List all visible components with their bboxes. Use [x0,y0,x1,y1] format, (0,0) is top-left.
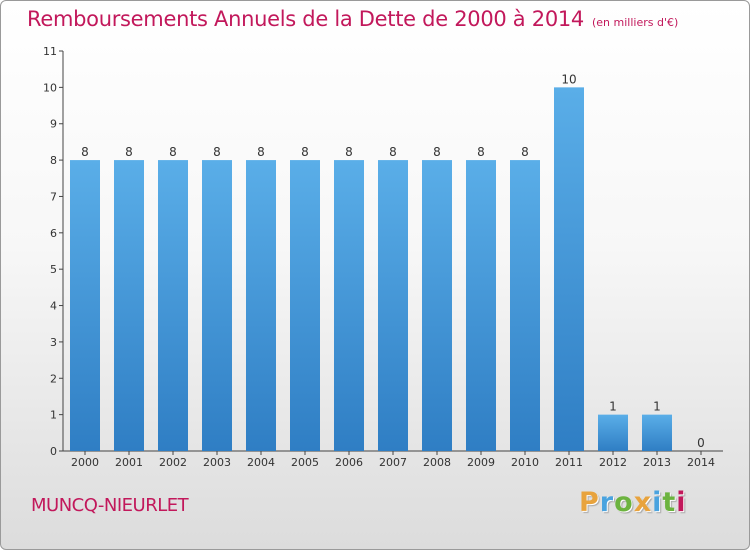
y-tick-label-0: 0 [50,445,57,458]
x-tick-label-2001: 2001 [115,456,143,469]
y-tick-label-10: 10 [43,81,57,94]
y-tick-label-2: 2 [50,372,57,385]
value-label-2004: 8 [257,145,265,159]
x-tick-label-2009: 2009 [467,456,495,469]
bar-2008 [422,160,452,451]
brand-letter: t [662,487,677,518]
y-tick-label-8: 8 [50,154,57,167]
y-tick-label-6: 6 [50,227,57,240]
brand-letter: o [614,487,634,518]
x-tick-label-2007: 2007 [379,456,407,469]
bar-2004 [246,160,276,451]
bar-2003 [202,160,232,451]
brand-letter: P [579,487,600,518]
chart-bars [70,87,672,451]
value-label-2007: 8 [389,145,397,159]
value-label-2013: 1 [653,400,661,414]
value-label-2005: 8 [301,145,309,159]
value-label-2009: 8 [477,145,485,159]
value-label-2010: 8 [521,145,529,159]
x-tick-label-2011: 2011 [555,456,583,469]
y-tick-label-1: 1 [50,409,57,422]
value-label-2014: 0 [697,436,705,450]
chart-y-tick-labels: 0 1 2 3 4 5 6 7 8 9 10 11 [43,45,57,458]
chart-title-text: Remboursements Annuels de la Dette de 20… [27,7,584,31]
value-label-2002: 8 [169,145,177,159]
y-tick-label-5: 5 [50,263,57,276]
brand-letter: x [633,487,653,518]
brand-letter: i [676,487,687,518]
proxiti-logo: Proxiti [579,487,687,518]
y-tick-label-9: 9 [50,118,57,131]
value-label-2011: 10 [561,72,576,86]
value-label-2012: 1 [609,400,617,414]
bar-2012 [598,414,628,451]
x-tick-label-2008: 2008 [423,456,451,469]
y-tick-label-7: 7 [50,190,57,203]
value-label-2003: 8 [213,145,221,159]
value-label-2006: 8 [345,145,353,159]
x-tick-label-2002: 2002 [159,456,187,469]
x-tick-label-2003: 2003 [203,456,231,469]
x-tick-label-2004: 2004 [247,456,275,469]
bar-2011 [554,87,584,451]
x-tick-label-2012: 2012 [599,456,627,469]
chart-unit: (en milliers d'€) [592,16,679,29]
x-tick-label-2006: 2006 [335,456,363,469]
x-tick-label-2005: 2005 [291,456,319,469]
bar-2010 [510,160,540,451]
bar-2001 [114,160,144,451]
value-label-2001: 8 [125,145,133,159]
brand-letter: r [599,487,615,518]
brand-letter: i [652,487,663,518]
x-tick-label-2000: 2000 [71,456,99,469]
bar-2013 [642,414,672,451]
x-tick-label-2014: 2014 [687,456,715,469]
value-label-2000: 8 [81,145,89,159]
y-tick-label-3: 3 [50,336,57,349]
chart-x-tick-labels: 2000 2001 2002 2003 2004 2005 2006 2007 2008 2009… [71,456,715,469]
y-tick-label-4: 4 [50,300,57,313]
x-tick-label-2010: 2010 [511,456,539,469]
bar-2002 [158,160,188,451]
bar-2009 [466,160,496,451]
x-tick-label-2013: 2013 [643,456,671,469]
value-label-2008: 8 [433,145,441,159]
bar-2006 [334,160,364,451]
bar-2000 [70,160,100,451]
y-tick-label-11: 11 [43,45,57,58]
bar-2005 [290,160,320,451]
bar-2007 [378,160,408,451]
commune-name: MUNCQ-NIEURLET [31,495,189,516]
chart-title: Remboursements Annuels de la Dette de 20… [27,7,678,31]
